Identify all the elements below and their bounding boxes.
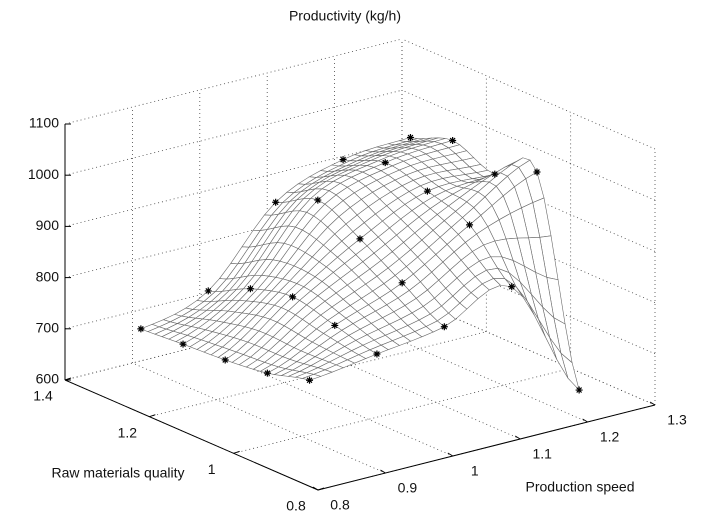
y-tick — [64, 377, 72, 381]
data-point — [398, 279, 406, 287]
x-tick — [514, 435, 521, 440]
data-point — [406, 134, 414, 142]
x-tick — [649, 401, 656, 406]
x-tick — [582, 418, 588, 423]
y-tick-label: 1 — [208, 461, 216, 477]
data-point — [306, 376, 314, 384]
y-axis-label: Raw materials quality — [51, 465, 184, 481]
x-axis — [317, 404, 656, 491]
grid-line — [132, 362, 386, 474]
y-tick — [149, 414, 156, 418]
data-point — [289, 293, 297, 301]
x-tick — [447, 452, 454, 457]
data-point — [508, 283, 516, 291]
data-point — [373, 350, 381, 358]
data-point — [221, 356, 229, 364]
z-tick-label: 1000 — [28, 166, 59, 182]
x-tick-label: 0.8 — [330, 497, 350, 513]
data-point — [314, 196, 322, 204]
x-tick-label: 0.9 — [398, 480, 418, 496]
data-point — [331, 321, 339, 329]
data-point — [246, 285, 254, 293]
y-tick — [233, 450, 240, 454]
y-tick-label: 0.8 — [286, 498, 306, 514]
grid-line — [401, 38, 656, 150]
y-tick — [317, 487, 325, 491]
data-point — [533, 168, 541, 176]
data-point — [272, 198, 280, 206]
data-point — [491, 170, 499, 178]
z-tick-label: 800 — [36, 268, 60, 284]
data-point — [440, 323, 448, 331]
x-tick-label: 1.1 — [532, 446, 552, 462]
y-axis — [64, 379, 319, 491]
x-tick-label: 1.2 — [600, 429, 620, 445]
z-tick-label: 900 — [36, 217, 60, 233]
z-tick-label: 600 — [36, 371, 60, 387]
data-point — [137, 325, 145, 333]
y-tick-label: 1.4 — [33, 388, 53, 404]
x-tick-label: 1.3 — [667, 412, 687, 428]
data-point — [449, 136, 457, 144]
grid-line — [64, 38, 403, 125]
mesh-cell — [301, 374, 322, 381]
data-point — [575, 386, 583, 394]
x-tick — [312, 486, 319, 491]
data-point — [423, 187, 431, 195]
data-point — [339, 156, 347, 164]
z-axis-label: Productivity (kg/h) — [289, 8, 401, 24]
data-point — [204, 287, 212, 295]
x-tick-label: 1 — [471, 463, 479, 479]
z-tick-label: 700 — [36, 320, 60, 336]
data-point — [356, 235, 364, 243]
z-tick-label: 1100 — [29, 115, 59, 131]
data-point — [263, 369, 271, 377]
data-point — [466, 221, 474, 229]
data-point — [381, 159, 389, 167]
data-point — [179, 340, 187, 348]
x-axis-label: Production speed — [526, 479, 635, 495]
grid-line — [233, 367, 571, 454]
y-tick-label: 1.2 — [118, 424, 138, 440]
x-tick — [380, 469, 386, 474]
